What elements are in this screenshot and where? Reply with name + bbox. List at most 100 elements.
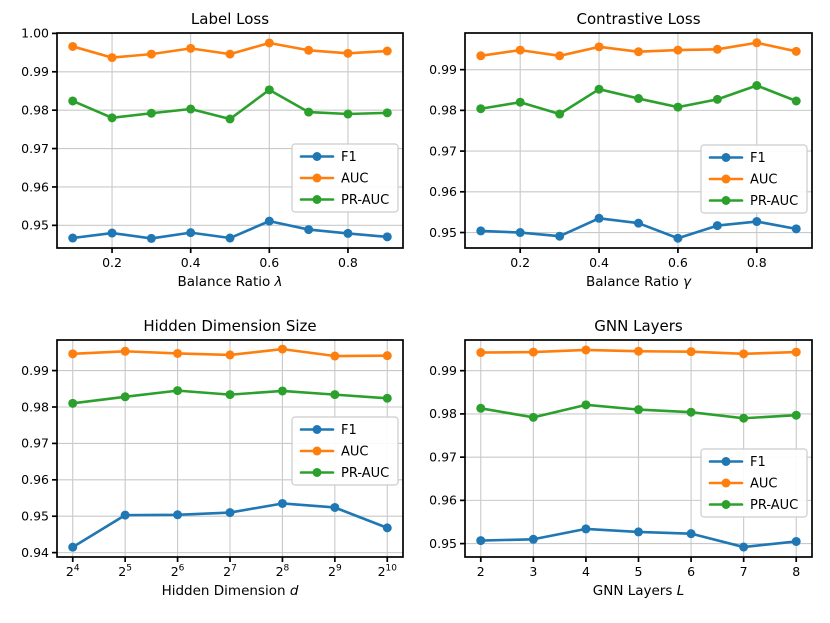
data-point-marker [173,386,183,396]
legend-entry-auc: AUC [708,173,778,188]
y-tick-label: 0.99 [21,64,49,79]
data-point-marker [712,44,722,54]
y-tick-label: 0.94 [21,545,49,560]
legend-label: F1 [750,455,766,470]
data-point-marker [343,48,353,58]
data-point-marker [225,233,235,243]
data-point-marker [304,45,314,55]
data-point-marker [343,228,353,238]
data-point-marker [173,510,183,520]
data-point-marker [173,348,183,358]
series-auc [476,38,801,61]
data-point-marker [382,46,392,56]
data-point-marker [107,53,117,63]
x-axis-label: Balance Ratio γ [586,274,692,290]
chart-title: Hidden Dimension Size [143,317,316,335]
data-point-marker [515,228,525,238]
data-point-marker [791,347,801,357]
data-point-marker [634,527,643,537]
legend-box [700,448,808,518]
data-point-marker [686,407,696,417]
legend-entry-f1: F1 [708,455,766,470]
y-tick-label: 0.97 [21,436,49,451]
legend-box [700,144,808,214]
x-tick-label: 27 [223,564,237,580]
series-f1 [476,213,801,243]
x-tick-label: 0.2 [510,255,530,270]
legend-label: AUC [750,173,778,188]
x-tick-label: 5 [635,564,643,579]
x-tick-label: 25 [118,564,132,580]
data-point-marker [225,390,235,400]
legend-entry-auc: AUC [708,477,778,492]
data-point-marker [739,542,749,552]
grid [57,32,403,248]
legend-sample-marker [312,195,322,204]
data-point-marker [555,51,565,61]
series-auc [476,345,801,359]
series-pr-auc [68,386,392,408]
data-point-marker [68,542,78,552]
data-point-marker [264,38,274,48]
y-tick-label: 0.99 [429,363,457,378]
legend-label: PR-AUC [750,498,798,513]
x-tick-label: 0.2 [102,255,122,270]
y-tick-label: 0.98 [21,399,49,414]
legend-box [291,143,399,213]
legend-entry-f1: F1 [708,151,766,166]
data-point-marker [752,217,762,227]
data-point-marker [528,534,538,544]
data-point-marker [277,386,287,396]
data-point-marker [739,413,749,423]
legend-entry-auc: AUC [299,445,369,460]
x-tick-label: 4 [582,564,590,579]
data-point-marker [712,221,722,231]
legend-label: PR-AUC [750,194,798,209]
chart-title: Contrastive Loss [576,10,700,28]
subplot-gnn-layers: 2 3 4 5 6 7 8 0.95 0.96 0.97 0.98 0.99 GNN Layers GNN… [429,317,813,599]
legend-box [291,416,399,486]
data-point-marker [476,226,486,236]
data-point-marker [107,228,117,238]
data-point-marker [382,351,392,361]
data-point-marker [476,348,486,358]
legend-entry-f1: F1 [299,150,357,165]
series-auc [68,344,392,361]
legend-entry-pr-auc: PR-AUC [299,193,389,208]
y-tick-label: 0.97 [21,141,49,156]
data-point-marker [739,349,749,359]
x-tick-label: 0.6 [668,255,688,270]
data-point-marker [264,216,274,226]
data-point-marker [594,84,604,94]
data-point-marker [634,94,643,104]
data-point-marker [264,85,274,95]
x-tick-label: 0.4 [181,255,201,270]
y-tick-label: 0.98 [429,406,457,421]
series-pr-auc [476,400,801,423]
x-tick-label: 24 [66,564,80,580]
data-point-marker [146,108,156,118]
data-point-marker [581,345,591,355]
x-axis-label: GNN Layers L [593,583,684,599]
data-point-marker [120,346,130,356]
data-point-marker [634,346,643,356]
y-tick-label: 0.95 [21,218,49,233]
data-point-marker [634,405,643,415]
data-point-marker [634,218,643,228]
series-pr-auc [68,85,392,124]
legend-sample-marker [721,457,731,466]
grid [465,33,812,248]
series-pr-auc [476,81,801,119]
data-point-marker [673,233,683,243]
data-point-marker [304,225,314,235]
data-point-marker [476,403,486,413]
series-auc [68,38,392,63]
legend-entry-auc: AUC [299,172,369,187]
axes-border [56,32,404,249]
legend-entry-pr-auc: PR-AUC [708,498,798,513]
data-point-marker [225,114,235,124]
data-point-marker [186,43,196,53]
data-point-marker [752,81,762,91]
legend-sample-marker [721,500,731,509]
series-f1 [68,498,392,552]
